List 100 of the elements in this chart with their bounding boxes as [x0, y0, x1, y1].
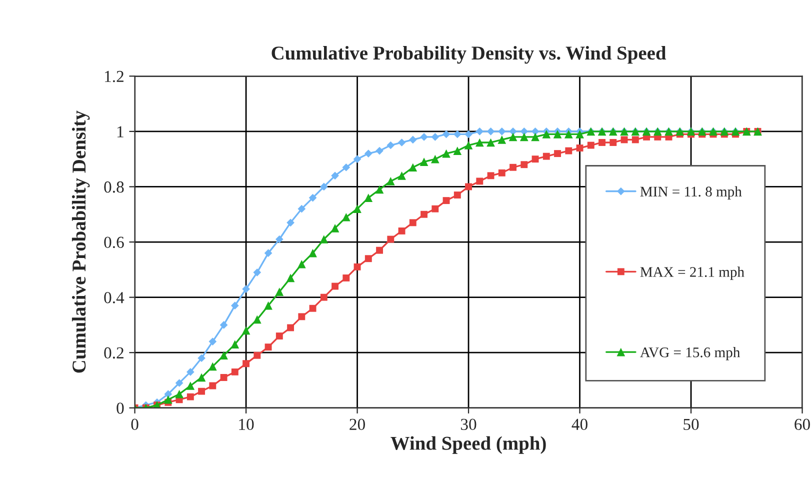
- point: [510, 164, 516, 171]
- point: [286, 274, 295, 282]
- point: [287, 324, 294, 332]
- point: [208, 362, 217, 371]
- x-tick-label: 40: [572, 418, 588, 430]
- point: [198, 354, 206, 362]
- point: [230, 340, 240, 348]
- point: [175, 379, 184, 387]
- point: [275, 235, 284, 244]
- point: [242, 285, 250, 293]
- point: [465, 183, 472, 190]
- point: [554, 150, 561, 158]
- point: [231, 368, 238, 376]
- point: [453, 146, 462, 155]
- point: [587, 142, 594, 149]
- point: [430, 154, 440, 164]
- point: [220, 321, 228, 329]
- point: [542, 152, 550, 160]
- y-tick-label: 1: [118, 126, 124, 138]
- point: [353, 204, 362, 214]
- point: [531, 128, 540, 136]
- point: [576, 130, 584, 138]
- point: [386, 177, 395, 186]
- point: [253, 268, 262, 276]
- point: [186, 382, 195, 390]
- point: [598, 139, 606, 146]
- point: [275, 288, 284, 296]
- x-tick-label: 0: [131, 418, 138, 430]
- point: [565, 147, 572, 154]
- point: [276, 332, 283, 340]
- point: [264, 301, 272, 310]
- point: [576, 144, 584, 152]
- point: [376, 246, 383, 254]
- point: [264, 344, 272, 351]
- point: [286, 218, 294, 227]
- point: [520, 161, 528, 168]
- point: [610, 139, 617, 146]
- point: [498, 169, 506, 176]
- point: [498, 136, 506, 144]
- point: [408, 163, 418, 172]
- point: [376, 146, 384, 155]
- point: [298, 313, 306, 320]
- point: [453, 130, 462, 138]
- point: [354, 263, 361, 270]
- point: [442, 197, 450, 204]
- point: [297, 260, 306, 268]
- point: [186, 393, 194, 400]
- y-tick-label: 1.2: [105, 70, 124, 82]
- point: [320, 182, 328, 191]
- point: [264, 249, 272, 257]
- point: [209, 382, 216, 390]
- point: [531, 132, 540, 142]
- point: [520, 128, 528, 136]
- y-tick-label: 0.2: [104, 347, 124, 359]
- point: [332, 282, 339, 290]
- point: [532, 156, 539, 163]
- point: [242, 360, 250, 368]
- x-tick-label: 10: [239, 418, 254, 430]
- point: [464, 141, 473, 150]
- point: [342, 163, 350, 172]
- y-tick-label: 0.8: [104, 181, 124, 193]
- point: [508, 132, 518, 142]
- point: [454, 192, 461, 198]
- point: [509, 128, 517, 136]
- point: [553, 130, 562, 138]
- point: [331, 172, 339, 180]
- point: [420, 133, 428, 141]
- point: [320, 294, 328, 301]
- point: [320, 235, 328, 244]
- point: [632, 136, 639, 144]
- point: [364, 150, 372, 158]
- point: [498, 128, 506, 136]
- point: [308, 248, 317, 258]
- point: [442, 130, 450, 138]
- y-tick-label: 0.6: [104, 236, 124, 248]
- point: [487, 172, 494, 180]
- point: [520, 132, 528, 142]
- point: [464, 130, 472, 138]
- x-tick-label: 30: [460, 418, 476, 430]
- point: [252, 315, 262, 324]
- point: [408, 136, 417, 144]
- legend-label: AVG = 15.6 mph: [640, 347, 740, 360]
- point: [242, 326, 250, 335]
- point: [186, 368, 194, 376]
- point: [353, 155, 362, 164]
- point: [364, 255, 372, 262]
- point: [230, 302, 239, 310]
- point: [486, 138, 495, 147]
- legend-label: MIN = 11. 8 mph: [640, 186, 742, 200]
- point: [220, 374, 228, 381]
- point: [175, 390, 184, 398]
- point: [442, 149, 450, 158]
- point: [254, 352, 261, 359]
- point: [342, 274, 350, 282]
- point: [330, 224, 340, 232]
- x-tick-label: 20: [350, 418, 365, 430]
- point: [164, 390, 172, 398]
- point: [409, 219, 416, 226]
- point: [298, 204, 306, 213]
- point: [398, 172, 406, 180]
